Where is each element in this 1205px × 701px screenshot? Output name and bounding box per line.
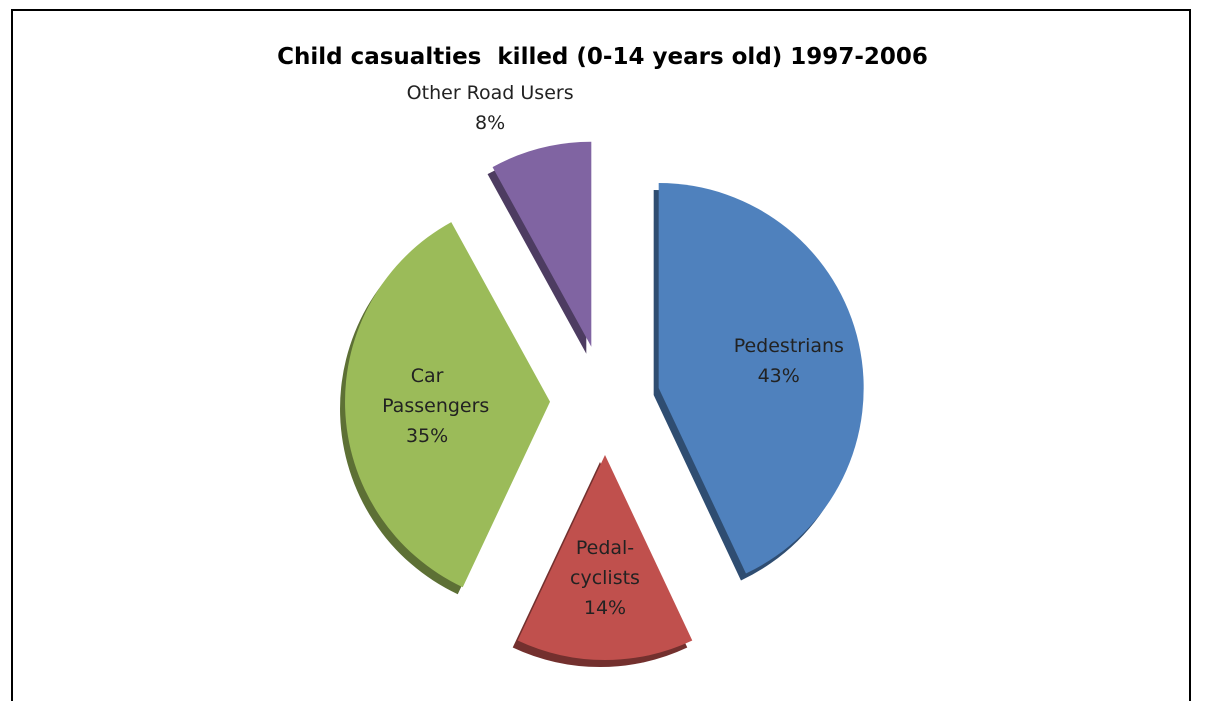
data-label: Pedal-cyclists 14%: [560, 533, 650, 623]
slice: [492, 141, 592, 347]
chart-frame: [11, 9, 1191, 701]
slice: [658, 183, 864, 574]
value-label: 14%: [583, 597, 627, 619]
value-label: 8%: [475, 112, 506, 135]
chart-title: Child casualties killed (0-14 years old)…: [277, 44, 928, 70]
category-label: Pedal-cyclists: [570, 537, 640, 589]
data-label: Other Road Users 8%: [407, 78, 574, 138]
value-label: 35%: [405, 424, 449, 447]
slice: [345, 222, 551, 588]
data-label: Pedestrians 43%: [733, 331, 844, 391]
category-label: Car Passengers: [382, 364, 490, 417]
slice: [517, 455, 693, 660]
category-label: Pedestrians: [733, 335, 844, 358]
category-label: Other Road Users: [406, 82, 574, 105]
value-label: 43%: [757, 365, 800, 388]
data-label: Car Passengers 35%: [382, 361, 490, 451]
